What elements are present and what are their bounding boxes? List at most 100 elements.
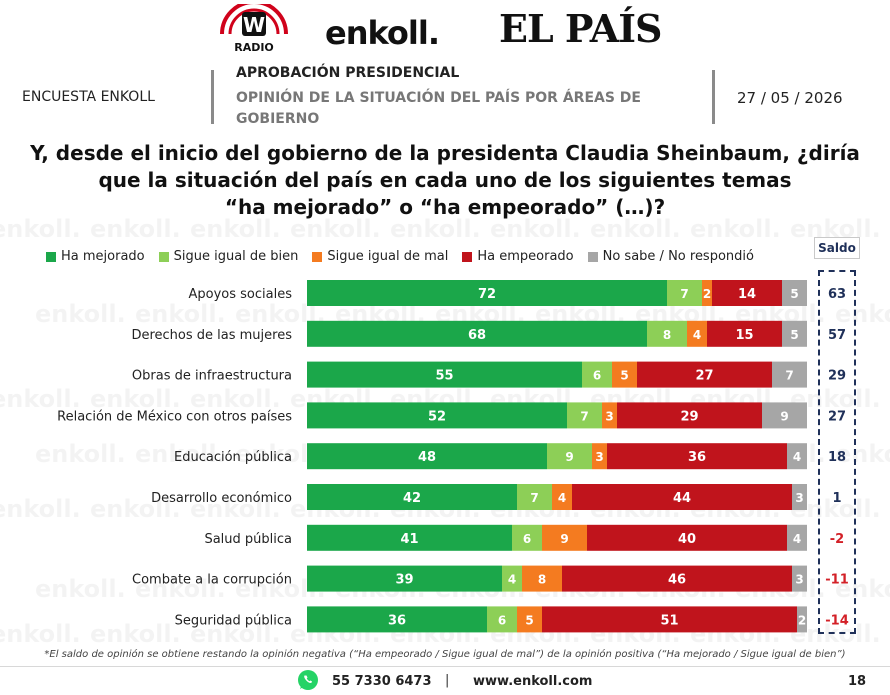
bar-segment	[797, 606, 807, 633]
watermark-text: enkoll.	[490, 215, 581, 243]
data-label: 2	[798, 613, 806, 627]
data-label: 46	[668, 573, 686, 588]
category-label: Derechos de las mujeres	[131, 328, 292, 343]
chart-legend: Ha mejorado Sigue igual de bien Sigue igua…	[46, 249, 768, 264]
data-label: 14	[738, 287, 756, 302]
page-number: 18	[848, 674, 867, 689]
saldo-value: 27	[828, 409, 846, 424]
watermark-text: enkoll.	[135, 440, 226, 468]
legend-item: Ha empeorado	[462, 249, 574, 264]
watermark-text: enkoll.	[90, 495, 181, 523]
website-link[interactable]: www.enkoll.com	[473, 674, 593, 689]
footer-bar	[0, 666, 890, 695]
bar-segment	[647, 320, 687, 347]
data-label: 9	[560, 532, 568, 546]
bar-segment	[307, 565, 502, 592]
saldo-header: Saldo	[814, 237, 860, 259]
legend-label: No sabe / No respondió	[602, 249, 754, 264]
question-line: “ha mejorado” o “ha empeorado” (…)?	[224, 195, 666, 219]
watermark-text: enkoll.	[0, 620, 81, 648]
category-label: Seguridad pública	[175, 613, 292, 628]
legend-swatch	[46, 251, 56, 262]
watermark-text: enkoll.	[190, 385, 281, 413]
data-label: 3	[595, 450, 603, 464]
bar-segment	[582, 361, 612, 388]
bar-segment	[702, 280, 712, 306]
watermark-text: enkoll.	[35, 575, 126, 603]
watermark-text: enkoll.	[90, 385, 181, 413]
bar-segment	[772, 361, 807, 388]
svg-text:RADIO: RADIO	[234, 41, 274, 54]
data-label: 51	[660, 613, 678, 628]
legend-item: No sabe / No respondió	[587, 249, 754, 264]
bar-segment	[522, 565, 562, 592]
bar-segment	[567, 402, 602, 429]
bar-segment	[307, 443, 547, 470]
bar-segment	[307, 524, 512, 551]
phone-number: 55 7330 6473	[332, 674, 432, 689]
data-label: 27	[695, 369, 713, 384]
bar-segment	[637, 361, 772, 388]
legend-item: Ha mejorado	[46, 249, 145, 264]
bar-segment	[787, 524, 807, 551]
data-label: 36	[688, 450, 706, 465]
legend-swatch	[312, 251, 323, 262]
svg-text:W: W	[243, 13, 265, 37]
bar-segment	[667, 280, 702, 306]
saldo-value: 1	[832, 491, 841, 506]
legend-label: Sigue igual de bien	[173, 249, 299, 264]
survey-name: ENCUESTA ENKOLL	[22, 89, 155, 105]
watermark-text: enkoll.	[290, 215, 381, 243]
data-label: 5	[790, 328, 798, 342]
saldo-value: -11	[825, 573, 849, 588]
watermark-text: enkoll.	[590, 215, 681, 243]
data-label: 39	[395, 573, 413, 588]
bar-segment	[687, 320, 707, 347]
bar-segment	[607, 443, 787, 470]
data-label: 4	[558, 491, 566, 505]
bar-segment	[307, 361, 582, 388]
category-label: Apoyos sociales	[189, 287, 293, 302]
question-text: Y, desde el inicio del gobierno de la pr…	[20, 140, 870, 221]
data-label: 6	[523, 532, 531, 546]
data-label: 2	[703, 287, 711, 301]
data-label: 4	[793, 532, 801, 546]
watermark-text: enkoll.	[835, 440, 890, 468]
bar-segment	[587, 524, 787, 551]
bar-segment	[307, 280, 667, 306]
data-label: 9	[565, 450, 573, 464]
saldo-column-frame	[818, 270, 856, 634]
bar-segment	[782, 280, 807, 306]
data-label: 44	[673, 491, 691, 506]
bar-segment	[602, 402, 617, 429]
bar-segment	[307, 402, 567, 429]
legend-swatch	[587, 251, 598, 262]
watermark-text: enkoll.	[835, 575, 890, 603]
data-label: 4	[793, 450, 801, 464]
legend-label: Sigue igual de mal	[327, 249, 449, 264]
data-label: 52	[428, 409, 446, 424]
bar-segment	[542, 606, 797, 633]
data-label: 29	[680, 409, 698, 424]
data-label: 42	[403, 491, 421, 506]
bar-segment	[542, 524, 587, 551]
bar-segment	[517, 606, 542, 633]
data-label: 6	[593, 369, 601, 383]
watermark-text: enkoll.	[135, 575, 226, 603]
category-label: Obras de infraestructura	[132, 369, 292, 384]
data-label: 4	[508, 573, 516, 587]
data-label: 3	[605, 409, 613, 423]
saldo-value: -14	[825, 613, 849, 628]
bar-segment	[782, 320, 807, 347]
watermark-text: enkoll.	[135, 300, 226, 328]
watermark-text: enkoll.	[35, 440, 126, 468]
watermark-text: enkoll.	[190, 620, 281, 648]
data-label: 36	[388, 613, 406, 628]
divider	[712, 70, 715, 124]
data-label: 3	[795, 491, 803, 505]
question-line: Y, desde el inicio del gobierno de la pr…	[30, 141, 860, 165]
bar-segment	[487, 606, 517, 633]
bar-segment	[547, 443, 592, 470]
data-label: 7	[530, 491, 538, 505]
